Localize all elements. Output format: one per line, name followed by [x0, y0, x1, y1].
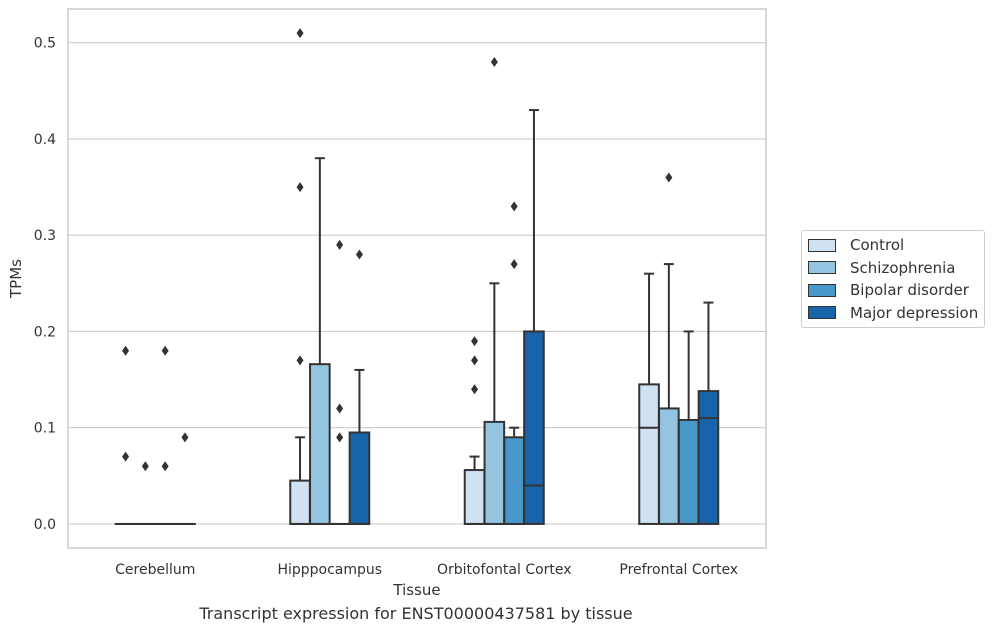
x-tick-label: Prefrontal Cortex — [619, 562, 738, 578]
box-schizophrenia — [309, 363, 331, 525]
box-major-depression — [523, 330, 545, 525]
box-control — [289, 479, 311, 525]
y-tick-label: 0.1 — [34, 421, 56, 437]
y-tick-label: 0.0 — [34, 517, 56, 533]
outlier-point — [161, 461, 169, 472]
box-control — [463, 469, 486, 525]
outlier-point — [471, 336, 479, 347]
outlier-point — [355, 249, 363, 260]
legend-label: Major depression — [850, 303, 979, 322]
legend-item: Major depression — [808, 302, 978, 325]
box-bipolar-disorder — [503, 436, 525, 525]
outlier-point — [471, 355, 479, 366]
outlier-point — [161, 345, 169, 356]
legend-item: Bipolar disorder — [808, 279, 978, 302]
outlier-point — [490, 56, 498, 67]
legend-swatch — [808, 306, 836, 320]
x-tick-label: Orbitofontal Cortex — [437, 562, 572, 578]
outlier-point — [296, 182, 304, 193]
legend-swatch — [808, 261, 836, 275]
box-control — [638, 383, 660, 525]
legend-swatch — [808, 238, 836, 252]
legend-item: Schizophrenia — [808, 257, 978, 280]
chart-caption: Transcript expression for ENST0000043758… — [199, 604, 633, 623]
outlier-point — [181, 432, 189, 443]
plot-frame — [67, 8, 767, 549]
outlier-point — [336, 239, 344, 250]
x-tick-label: Cerebellum — [115, 562, 195, 578]
legend-item: Control — [808, 234, 978, 257]
box-major-depression — [697, 390, 720, 525]
legend: Control Schizophrenia Bipolar disorder Majo… — [801, 230, 985, 328]
x-axis-title: Tissue — [392, 581, 440, 599]
outlier-point — [296, 28, 304, 39]
box-major-depression — [348, 431, 371, 525]
outlier-point — [296, 355, 304, 366]
outlier-point — [510, 201, 518, 212]
outlier-point — [336, 432, 344, 443]
legend-label: Control — [850, 236, 905, 255]
box-schizophrenia — [483, 420, 506, 525]
outlier-point — [665, 172, 673, 183]
outlier-point — [141, 461, 149, 472]
legend-label: Schizophrenia — [850, 258, 956, 277]
legend-swatch — [808, 283, 836, 297]
outlier-point — [122, 451, 130, 462]
y-axis-title: TPMs — [7, 259, 25, 299]
legend-label: Bipolar disorder — [850, 281, 969, 300]
y-tick-label: 0.5 — [34, 36, 56, 52]
y-tick-label: 0.3 — [34, 228, 56, 244]
outlier-point — [471, 384, 479, 395]
outlier-point — [336, 403, 344, 414]
box-bipolar-disorder — [677, 418, 700, 525]
y-tick-label: 0.4 — [34, 132, 56, 148]
box-schizophrenia — [658, 407, 680, 525]
x-tick-label: Hipppocampus — [277, 562, 382, 578]
outlier-point — [510, 259, 518, 270]
y-tick-label: 0.2 — [34, 324, 56, 340]
outlier-point — [122, 345, 130, 356]
